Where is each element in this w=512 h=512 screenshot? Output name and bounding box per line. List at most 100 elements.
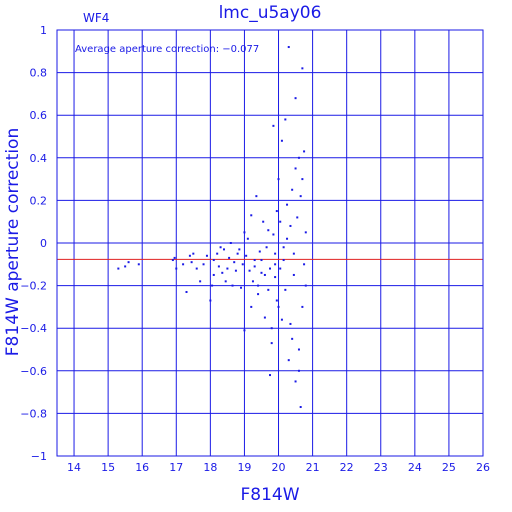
data-point	[228, 256, 231, 259]
y-tick-label: −1	[31, 450, 47, 463]
data-point	[286, 203, 289, 206]
data-point	[182, 263, 185, 266]
x-tick-label: 18	[203, 461, 217, 474]
chip-label: WF4	[83, 11, 109, 25]
data-point	[260, 259, 263, 262]
data-point	[219, 246, 222, 249]
data-point	[304, 284, 307, 287]
data-point	[280, 318, 283, 321]
data-point	[209, 299, 212, 302]
x-tick-label: 20	[272, 461, 286, 474]
data-point	[253, 265, 256, 268]
data-point	[292, 252, 295, 255]
data-point	[216, 252, 219, 255]
grid-lines	[57, 29, 484, 457]
y-tick-label: 1	[40, 24, 47, 37]
x-tick-label: 15	[101, 461, 115, 474]
data-point	[279, 267, 282, 270]
data-point	[301, 178, 304, 181]
data-point	[211, 284, 214, 287]
data-point	[185, 290, 188, 293]
data-point	[277, 305, 280, 308]
data-point	[127, 261, 130, 264]
data-point	[294, 380, 297, 383]
data-point	[229, 242, 232, 244]
x-tick-label: 26	[476, 461, 490, 474]
data-point	[231, 284, 234, 287]
data-point	[267, 229, 270, 232]
data-point	[269, 267, 271, 270]
data-point	[124, 265, 127, 268]
data-point	[137, 263, 140, 266]
data-point	[251, 280, 254, 283]
data-point	[291, 188, 294, 191]
data-point	[257, 293, 260, 296]
data-point	[233, 261, 236, 264]
data-point	[250, 214, 253, 217]
data-point	[257, 284, 260, 287]
data-point	[294, 167, 297, 170]
y-tick-labels: −1 −0.8 −0.6 −0.4 −0.2 0 0.2 0.4 0.6 0.8 1	[20, 24, 47, 463]
x-tick-label: 21	[306, 461, 320, 474]
data-point	[297, 369, 300, 372]
data-point	[274, 276, 277, 279]
x-axis-label: F814W	[240, 485, 299, 505]
y-tick-label: −0.8	[20, 407, 47, 420]
data-point	[175, 267, 178, 270]
y-tick-label: 0.2	[30, 194, 48, 207]
average-annotation: Average aperture correction: −0.077	[75, 44, 259, 55]
data-point	[272, 233, 275, 236]
data-point	[199, 280, 202, 283]
data-point	[260, 271, 263, 274]
data-point	[234, 269, 237, 272]
y-tick-label: −0.6	[20, 365, 47, 378]
data-point	[299, 195, 302, 198]
data-point	[275, 210, 278, 213]
data-point	[277, 178, 280, 181]
data-point	[270, 342, 273, 345]
data-point	[269, 374, 271, 377]
data-point	[226, 267, 229, 270]
data-point	[304, 231, 307, 234]
data-point	[262, 220, 265, 223]
y-tick-label: 0	[40, 237, 47, 250]
y-tick-label: −0.2	[20, 280, 47, 293]
x-tick-label: 16	[135, 461, 149, 474]
y-tick-label: 0.6	[30, 109, 48, 122]
data-point	[279, 220, 282, 223]
data-point	[294, 97, 297, 100]
data-point	[301, 67, 304, 70]
data-point	[297, 348, 300, 351]
data-point	[248, 269, 251, 272]
data-point	[188, 254, 191, 257]
data-point	[240, 286, 243, 289]
data-point	[212, 273, 215, 276]
data-point	[221, 271, 224, 274]
plot-frame	[56, 29, 484, 457]
data-point	[274, 252, 277, 255]
data-point	[291, 337, 294, 340]
data-point	[195, 267, 198, 270]
data-point	[217, 265, 220, 268]
x-tick-label: 24	[408, 461, 422, 474]
y-tick-label: 0.8	[30, 67, 48, 80]
data-point	[275, 299, 278, 302]
data-point	[190, 261, 193, 264]
data-point	[303, 263, 306, 266]
data-point	[192, 252, 195, 255]
data-point	[282, 259, 285, 262]
data-point	[296, 216, 299, 219]
data-point	[243, 329, 246, 332]
data-point	[238, 248, 241, 251]
data-point	[289, 224, 292, 227]
x-tick-label: 23	[374, 461, 388, 474]
data-point	[263, 316, 266, 319]
data-point	[289, 322, 292, 325]
data-point	[292, 273, 295, 276]
data-point	[202, 263, 205, 266]
y-tick-label: −0.4	[20, 322, 47, 335]
data-point	[297, 156, 300, 159]
data-point	[205, 254, 208, 257]
y-tick-label: 0.4	[30, 152, 48, 165]
data-point	[287, 359, 290, 362]
